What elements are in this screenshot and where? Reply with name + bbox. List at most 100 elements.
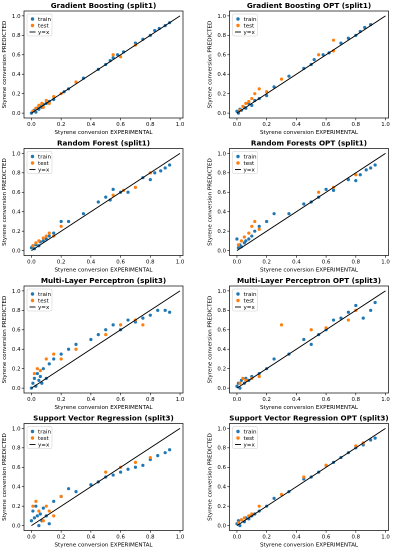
train-point [31, 381, 35, 385]
test-point [354, 173, 358, 177]
train-point [153, 28, 157, 33]
x-tick-label: 1.0 [176, 122, 185, 128]
train-point [41, 506, 45, 510]
train-point [133, 465, 138, 469]
legend-label: test [244, 23, 256, 29]
x-tick-label: 0.0 [233, 397, 242, 403]
y-axis-label: Styrene conversion PREDICTED [208, 21, 214, 109]
test-point [38, 369, 42, 373]
test-point [118, 323, 123, 327]
train-point [238, 386, 242, 390]
chart-title: Random Forest (split1) [57, 139, 150, 148]
train-point [156, 308, 160, 312]
x-tick-label: 0.4 [87, 260, 96, 266]
identity-line [31, 15, 181, 114]
train-point [35, 371, 39, 376]
axes-frame [229, 148, 389, 256]
train-point [163, 308, 167, 312]
y-tick-label: 0.2 [217, 504, 226, 510]
x-tick-label: 0.0 [233, 535, 242, 541]
y-tick-label: 1.0 [217, 426, 226, 432]
x-tick-label: 0.6 [116, 397, 125, 403]
y-tick-label: 1.0 [217, 151, 226, 157]
x-tick-label: 0.0 [233, 122, 242, 128]
axes-frame [23, 10, 184, 119]
axes-frame [23, 285, 184, 394]
test-point [238, 381, 242, 385]
y-tick-label: 0.8 [217, 446, 226, 452]
y-tick-label: 0.8 [12, 33, 21, 39]
train-point [309, 342, 313, 346]
chart-panel: Support Vector Regression (split3) 0.0 0.2… [2, 414, 185, 549]
legend-train-marker [236, 154, 240, 159]
y-tick-label: 0.0 [217, 524, 226, 530]
test-point [41, 236, 45, 240]
train-point [104, 328, 108, 332]
test-point [253, 219, 257, 224]
x-tick-label: 1.0 [381, 260, 390, 266]
train-point [265, 94, 269, 98]
train-point [52, 499, 56, 503]
train-point [37, 524, 41, 528]
y-tick-label: 0.0 [217, 111, 226, 117]
train-point [272, 212, 276, 216]
train-point [257, 224, 261, 228]
train-point [118, 470, 123, 474]
test-point [257, 374, 261, 379]
y-tick-label: 0.2 [217, 229, 226, 235]
train-point [126, 318, 130, 322]
test-point [44, 98, 48, 103]
train-point [116, 53, 120, 57]
x-axis-label: Styrene conversion EXPERIMENTAL [54, 268, 153, 274]
y-tick-label: 0.2 [12, 504, 21, 510]
train-point [321, 53, 325, 57]
test-point [241, 104, 245, 108]
train-point [250, 234, 254, 238]
test-point [302, 475, 306, 479]
train-point [339, 41, 343, 45]
y-axis-label: Styrene conversion PREDICTED [2, 158, 8, 246]
y-tick-label: 1.0 [12, 14, 21, 20]
chart-title: Multi-Layer Perceptron OPT (split3) [237, 276, 381, 285]
test-point [236, 243, 241, 247]
train-point [312, 58, 316, 62]
chart-panel: Support Vector Regression OPT (split3) 0.… [208, 414, 391, 549]
test-point [317, 53, 321, 57]
y-tick-label: 0.0 [217, 386, 226, 392]
legend-label: y=x [38, 442, 50, 448]
test-point [257, 227, 261, 231]
y-tick-label: 0.4 [12, 210, 21, 216]
test-point [40, 101, 44, 106]
train-point [111, 187, 115, 191]
identity-line [236, 427, 386, 527]
train-point [235, 384, 239, 388]
x-tick-label: 0.4 [292, 122, 301, 128]
test-point [242, 235, 246, 239]
y-tick-label: 0.4 [217, 347, 226, 353]
legend-label: y=x [38, 30, 50, 36]
chart-panel: Gradient Boosting OPT (split1) 0.0 0.2 0.4 0… [208, 1, 391, 136]
train-point [363, 25, 367, 30]
train-point [47, 234, 51, 238]
train-point [250, 103, 254, 107]
train-point [287, 212, 291, 216]
train-point [361, 316, 365, 320]
y-tick-label: 0.0 [12, 249, 21, 255]
plot-area [235, 427, 386, 528]
plot-area [235, 15, 386, 115]
y-tick-label: 1.0 [12, 426, 21, 432]
x-tick-label: 0.6 [322, 535, 331, 541]
test-point [250, 512, 254, 516]
legend-label: train [244, 17, 257, 23]
test-point [324, 463, 328, 467]
test-point [265, 90, 269, 94]
x-tick-label: 0.6 [116, 535, 125, 541]
legend-label: train [244, 429, 257, 435]
train-point [148, 178, 152, 182]
plot-area [29, 290, 181, 390]
x-tick-label: 0.4 [87, 397, 96, 403]
train-point [32, 516, 37, 520]
y-axis-label: Styrene conversion PREDICTED [208, 296, 214, 384]
test-point [37, 509, 41, 513]
chart-panel: Multi-Layer Perceptron OPT (split3) 0.0 0.… [208, 276, 391, 411]
